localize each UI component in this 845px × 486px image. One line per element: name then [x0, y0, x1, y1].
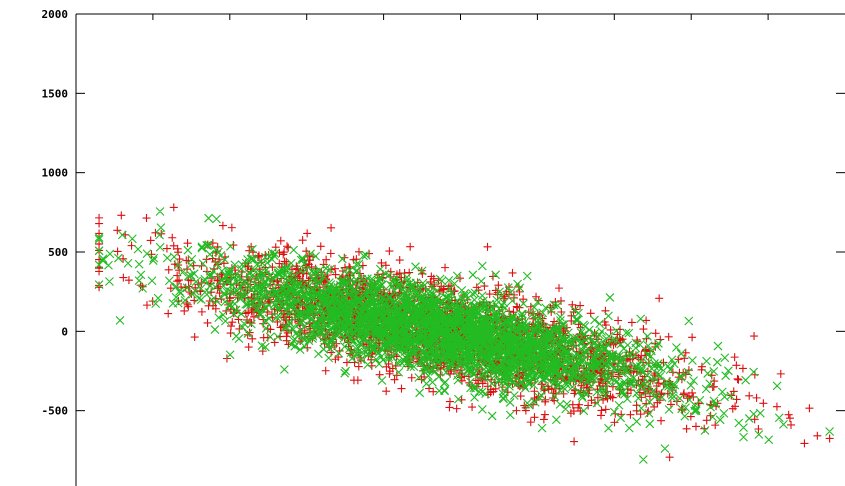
series-x-green [94, 207, 835, 464]
y-tick-label: 1000 [42, 167, 69, 180]
scatter-points-x [94, 207, 835, 464]
y-tick-label: 0 [61, 325, 68, 338]
y-tick-label: 2000 [42, 8, 69, 21]
y-tick-label: -1000 [35, 484, 68, 486]
y-tick-label: -500 [42, 405, 69, 418]
y-axis-ticks: 2000 1500 1000 500 0 -500 -1000 [35, 8, 845, 486]
y-tick-label: 1500 [42, 87, 69, 100]
y-tick-label: 500 [48, 246, 68, 259]
x-axis-ticks [152, 14, 769, 20]
plot-frame [75, 13, 845, 486]
